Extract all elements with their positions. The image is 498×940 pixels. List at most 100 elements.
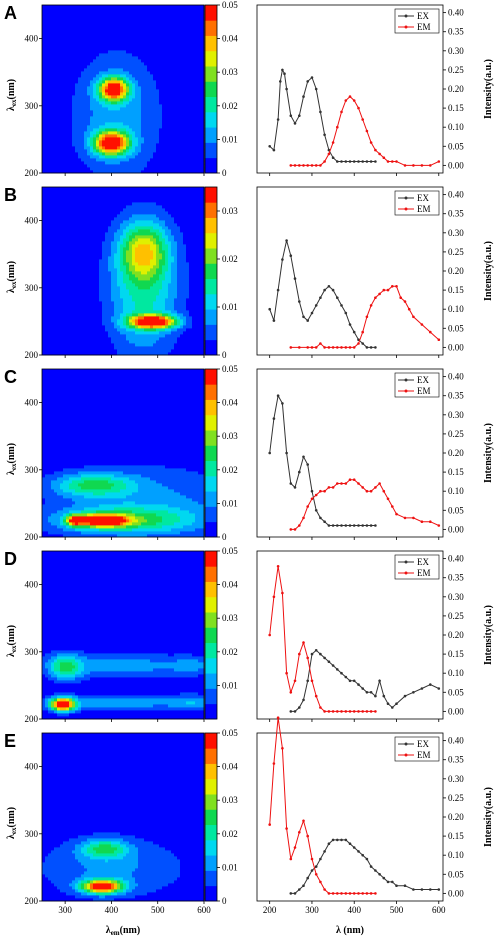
contour-cell — [57, 65, 60, 68]
contour-cell — [120, 232, 123, 235]
contour-cell — [117, 331, 120, 334]
contour-cell — [114, 316, 117, 319]
contour-cell — [75, 268, 78, 271]
contour-cell — [87, 155, 90, 158]
contour-cell — [72, 137, 75, 140]
contour-cell — [84, 164, 87, 167]
contour-cell — [72, 289, 75, 292]
contour-cell — [60, 283, 63, 286]
contour-cell — [177, 140, 180, 143]
contour-cell — [198, 113, 201, 116]
contour-cell — [84, 262, 87, 265]
contour-cell — [105, 289, 108, 292]
contour-cell — [135, 110, 138, 113]
contour-cell — [75, 23, 78, 26]
contour-cell — [114, 116, 117, 119]
contour-cell — [138, 146, 141, 149]
contour-cell — [153, 113, 156, 116]
contour-cell — [75, 190, 78, 193]
contour-cell — [114, 217, 117, 220]
contour-cell — [126, 80, 129, 83]
contour-cell — [111, 53, 114, 56]
contour-cell — [63, 319, 66, 322]
contour-cell — [84, 289, 87, 292]
contour-cell — [111, 164, 114, 167]
contour-cell — [102, 343, 105, 346]
contour-cell — [81, 92, 84, 95]
contour-cell — [189, 140, 192, 143]
contour-cell — [63, 196, 66, 199]
contour-cell — [111, 253, 114, 256]
contour-cell — [75, 256, 78, 259]
contour-cell — [135, 59, 138, 62]
contour-cell — [105, 199, 108, 202]
contour-cell — [135, 125, 138, 128]
contour-cell — [144, 29, 147, 32]
contour-cell — [84, 140, 87, 143]
contour-cell — [177, 38, 180, 41]
contour-cell — [57, 301, 60, 304]
contour-cell — [48, 35, 51, 38]
contour-cell — [138, 92, 141, 95]
contour-cell — [87, 301, 90, 304]
contour-cell — [87, 268, 90, 271]
contour-cell — [129, 343, 132, 346]
contour-cell — [165, 62, 168, 65]
contour-cell — [180, 146, 183, 149]
contour-cell — [69, 110, 72, 113]
contour-cell — [135, 208, 138, 211]
contour-cell — [99, 101, 102, 104]
contour-cell — [72, 56, 75, 59]
contour-cell — [81, 56, 84, 59]
contour-cell — [108, 164, 111, 167]
contour-cell — [150, 140, 153, 143]
contour-cell — [90, 74, 93, 77]
contour-cell — [48, 11, 51, 14]
contour-cell — [111, 62, 114, 65]
contour-cell — [195, 23, 198, 26]
contour-cell — [84, 292, 87, 295]
contour-cell — [129, 119, 132, 122]
data-point-ex — [285, 88, 288, 91]
contour-cell — [189, 14, 192, 17]
contour-cell — [183, 68, 186, 71]
contour-cell — [165, 38, 168, 41]
contour-cell — [57, 68, 60, 71]
contour-cell — [72, 5, 75, 8]
contour-cell — [156, 146, 159, 149]
contour-cell — [48, 80, 51, 83]
contour-cell — [105, 235, 108, 238]
contour-cell — [135, 86, 138, 89]
contour-cell — [114, 331, 117, 334]
contour-cell — [186, 83, 189, 86]
contour-cell — [96, 292, 99, 295]
contour-cell — [189, 125, 192, 128]
contour-cell — [189, 146, 192, 149]
contour-cell — [99, 152, 102, 155]
contour-cell — [108, 20, 111, 23]
contour-cell — [117, 268, 120, 271]
contour-cell — [195, 92, 198, 95]
contour-cell — [180, 110, 183, 113]
contour-cell — [96, 325, 99, 328]
contour-cell — [123, 146, 126, 149]
contour-cell — [105, 262, 108, 265]
contour-cell — [90, 146, 93, 149]
contour-cell — [129, 65, 132, 68]
contour-cell — [159, 119, 162, 122]
contour-cell — [135, 349, 138, 352]
contour-cell — [159, 110, 162, 113]
contour-cell — [48, 101, 51, 104]
contour-cell — [54, 77, 57, 80]
contour-cell — [99, 301, 102, 304]
contour-cell — [114, 77, 117, 80]
contour-cell — [90, 334, 93, 337]
contour-cell — [135, 29, 138, 32]
contour-cell — [135, 310, 138, 313]
contour-cell — [81, 217, 84, 220]
contour-cell — [123, 32, 126, 35]
contour-cell — [84, 202, 87, 205]
contour-cell — [129, 47, 132, 50]
contour-cell — [81, 247, 84, 250]
contour-cell — [66, 199, 69, 202]
